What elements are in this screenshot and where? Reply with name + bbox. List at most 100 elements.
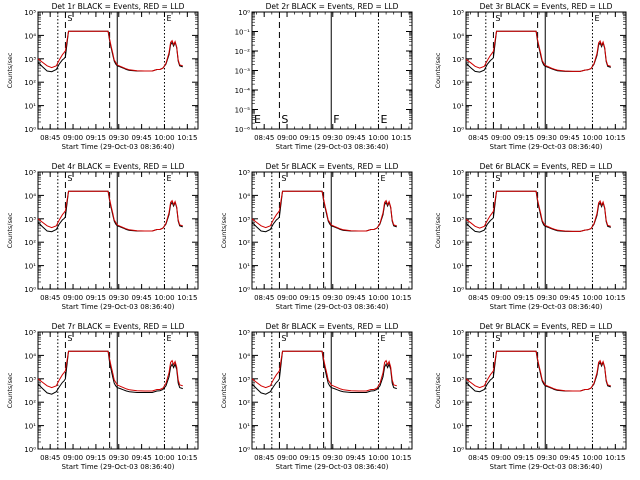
- y-tick-label: 10³: [238, 216, 250, 224]
- y-tick-label: 10²: [452, 239, 464, 247]
- y-tick-label: 10²: [238, 239, 250, 247]
- x-tick-label: 09:15: [514, 294, 534, 302]
- x-tick-label: 08:45: [468, 454, 488, 462]
- series-line-lld: [251, 350, 397, 392]
- marker-label: E: [380, 334, 385, 343]
- marker-label: E: [380, 113, 387, 126]
- y-tick-label: 10³: [452, 216, 464, 224]
- y-tick-label: 10⁰: [24, 446, 36, 454]
- marker-label: E: [166, 14, 171, 23]
- panel-title: Det 3r BLACK = Events, RED = LLD: [480, 2, 613, 11]
- x-tick-label: 09:00: [491, 454, 511, 462]
- y-tick-label: 10⁴: [24, 192, 36, 200]
- x-tick-label: 09:00: [277, 134, 297, 142]
- x-tick-label: 09:15: [86, 454, 106, 462]
- x-tick-label: 09:15: [300, 454, 320, 462]
- y-tick-label: 10⁵: [24, 329, 36, 337]
- marker-label: E: [594, 14, 599, 23]
- panel-title: Det 9r BLACK = Events, RED = LLD: [480, 322, 613, 331]
- y-tick-label: 10⁰: [24, 126, 36, 134]
- y-tick-label: 10⁵: [238, 169, 250, 177]
- plot-frame: [251, 171, 413, 290]
- y-tick-label: 10²: [238, 399, 250, 407]
- y-tick-label: 10¹: [452, 103, 464, 111]
- series-line-events: [37, 190, 183, 233]
- x-axis-label: Start Time (29-Oct-03 08:36:40): [276, 463, 389, 471]
- marker-label: E: [166, 174, 171, 183]
- marker-label: S: [495, 174, 500, 183]
- x-tick-label: 09:15: [86, 134, 106, 142]
- plot-frame: [37, 171, 199, 290]
- series-line-events: [465, 190, 611, 233]
- y-tick-label: 10⁰: [24, 286, 36, 294]
- y-tick-label: 10⁵: [452, 329, 464, 337]
- plot-frame: [37, 11, 199, 130]
- x-tick-label: 10:15: [605, 294, 625, 302]
- series-line-lld: [465, 190, 611, 232]
- marker-label: F: [333, 113, 339, 126]
- y-tick-label: 10⁰: [238, 446, 250, 454]
- y-tick-label: 10³: [238, 376, 250, 384]
- x-tick-label: 09:00: [63, 134, 83, 142]
- x-tick-label: 10:15: [177, 454, 197, 462]
- x-tick-label: 10:15: [391, 454, 411, 462]
- panel-title: Det 4r BLACK = Events, RED = LLD: [52, 162, 185, 171]
- y-tick-label: 10⁻⁴: [235, 87, 251, 95]
- y-tick-label: 10⁻¹: [235, 29, 251, 37]
- series-line-events: [251, 190, 397, 233]
- x-axis-label: Start Time (29-Oct-03 08:36:40): [490, 143, 603, 151]
- x-tick-label: 10:00: [154, 454, 174, 462]
- detector-panel-7: 08:45 09:00 09:15 09:30 09:45 10:00 10:15 10⁰ 10…: [6, 322, 199, 471]
- panel-title: Det 8r BLACK = Events, RED = LLD: [266, 322, 399, 331]
- y-tick-label: 10³: [24, 56, 36, 64]
- plot-frame: [37, 331, 199, 450]
- marker-label: E: [254, 113, 261, 126]
- x-tick-label: 10:00: [582, 454, 602, 462]
- y-axis-label: Counts/sec: [220, 372, 228, 408]
- detector-panel-3: 08:45 09:00 09:15 09:30 09:45 10:00 10:15 10⁰ 10…: [434, 2, 627, 151]
- x-tick-label: 09:30: [109, 134, 129, 142]
- series-line-events: [465, 350, 611, 393]
- x-tick-label: 09:15: [514, 454, 534, 462]
- y-tick-label: 10⁻²: [235, 48, 251, 56]
- series-line-events: [37, 350, 183, 395]
- marker-label: S: [281, 113, 288, 126]
- detector-panel-8: 08:45 09:00 09:15 09:30 09:45 10:00 10:15 10⁰ 10…: [220, 322, 413, 471]
- y-axis-label: Counts/sec: [6, 212, 14, 248]
- x-tick-label: 08:45: [40, 134, 60, 142]
- y-tick-label: 10¹: [24, 423, 36, 431]
- marker-label: E: [594, 174, 599, 183]
- x-tick-label: 09:15: [300, 134, 320, 142]
- plot-frame: [465, 171, 627, 290]
- y-tick-label: 10⁴: [452, 192, 464, 200]
- x-tick-label: 09:45: [346, 454, 366, 462]
- y-tick-label: 10⁴: [24, 32, 36, 40]
- plot-frame: [465, 331, 627, 450]
- x-tick-label: 09:30: [323, 294, 343, 302]
- x-tick-label: 09:30: [109, 294, 129, 302]
- x-tick-label: 09:45: [560, 454, 580, 462]
- x-tick-label: 10:00: [368, 294, 388, 302]
- y-tick-label: 10³: [452, 56, 464, 64]
- y-tick-label: 10¹: [24, 103, 36, 111]
- series-line-events: [465, 30, 611, 73]
- y-axis-label: Counts/sec: [434, 212, 442, 248]
- x-tick-label: 09:30: [537, 454, 557, 462]
- x-tick-label: 08:45: [254, 134, 274, 142]
- x-tick-label: 09:30: [537, 294, 557, 302]
- x-tick-label: 09:00: [491, 294, 511, 302]
- x-tick-label: 09:45: [132, 294, 152, 302]
- x-tick-label: 09:00: [277, 454, 297, 462]
- x-tick-label: 09:00: [277, 294, 297, 302]
- y-tick-label: 10⁰: [452, 286, 464, 294]
- x-tick-label: 09:00: [491, 134, 511, 142]
- y-tick-label: 10²: [24, 399, 36, 407]
- x-tick-label: 09:45: [132, 134, 152, 142]
- x-tick-label: 10:00: [154, 134, 174, 142]
- x-tick-label: 10:15: [605, 134, 625, 142]
- y-tick-label: 10⁻⁶: [235, 126, 251, 134]
- y-tick-label: 10⁵: [24, 169, 36, 177]
- y-tick-label: 10²: [24, 79, 36, 87]
- x-tick-label: 09:15: [514, 134, 534, 142]
